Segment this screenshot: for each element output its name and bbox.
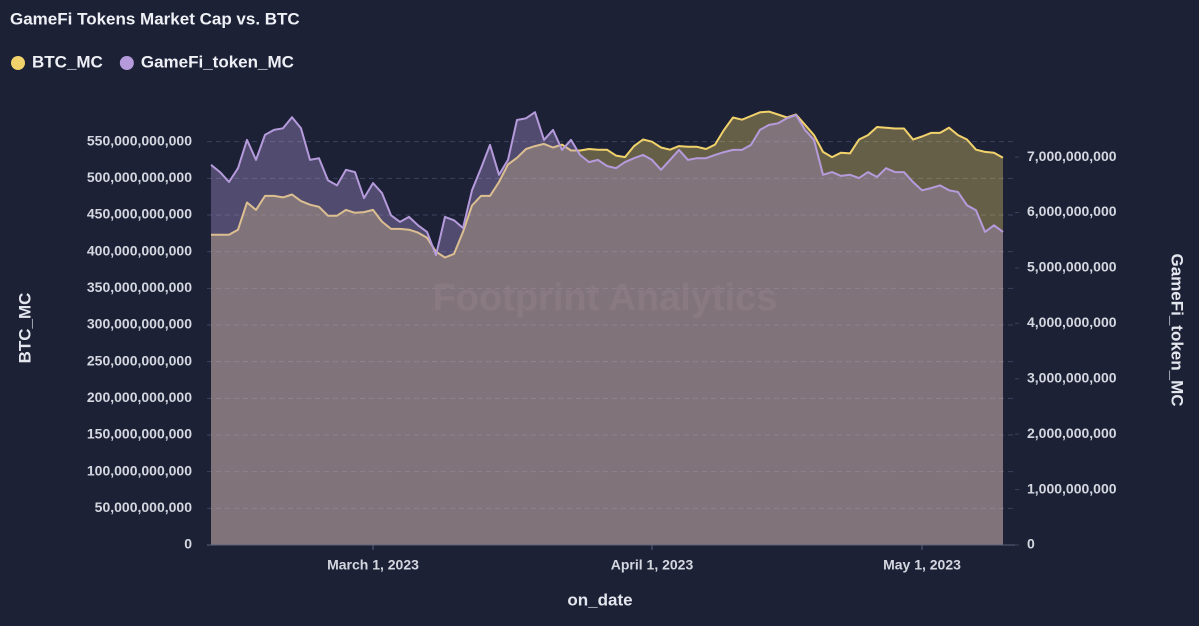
y2-axis-title: GameFi_token_MC (1168, 253, 1187, 406)
y2-tick-label: 6,000,000,000 (1027, 203, 1117, 219)
y-tick-label: 250,000,000,000 (87, 352, 192, 368)
y2-tick-label: 1,000,000,000 (1027, 480, 1117, 496)
y2-tick-label: 7,000,000,000 (1027, 148, 1117, 164)
y-tick-label: 450,000,000,000 (87, 206, 192, 222)
x-tick-label: April 1, 2023 (611, 557, 694, 573)
y-tick-label: 400,000,000,000 (87, 242, 192, 258)
y-tick-label: 300,000,000,000 (87, 316, 192, 332)
legend-text: GameFi_token_MC (141, 52, 294, 71)
x-tick-label: May 1, 2023 (883, 557, 961, 573)
x-tick-label: March 1, 2023 (327, 557, 419, 573)
legend-item: BTC_MC (11, 52, 103, 71)
y-axis-title: BTC_MC (15, 293, 34, 364)
y2-tick-label: 3,000,000,000 (1027, 369, 1117, 385)
y-tick-label: 0 (184, 536, 192, 552)
y2-tick-label: 4,000,000,000 (1027, 314, 1117, 330)
y2-tick-label: 5,000,000,000 (1027, 259, 1117, 275)
area-line (211, 110, 1004, 259)
legend-swatch (119, 56, 134, 70)
legend-item: GameFi_token_MC (119, 52, 294, 71)
y-tick-label: 350,000,000,000 (87, 279, 192, 295)
y-tick-label: 200,000,000,000 (87, 389, 192, 405)
legend-swatch (11, 56, 25, 70)
area-line (210, 111, 1004, 257)
legend-text: BTC_MC (32, 52, 103, 71)
x-axis-title: on_date (567, 590, 632, 609)
y-tick-label: 50,000,000,000 (95, 499, 193, 515)
chart-title: GameFi Tokens Market Cap vs. BTC (10, 9, 300, 28)
area-fill (211, 111, 1003, 545)
y2-tick-label: 2,000,000,000 (1027, 425, 1117, 441)
watermark: Footprint Analytics (433, 277, 778, 319)
y-tick-label: 500,000,000,000 (87, 169, 192, 185)
y-tick-label: 550,000,000,000 (87, 132, 192, 148)
y-tick-label: 150,000,000,000 (87, 426, 192, 442)
y-tick-label: 100,000,000,000 (87, 462, 192, 478)
y2-tick-label: 0 (1027, 536, 1035, 552)
area-fill (211, 112, 1003, 545)
